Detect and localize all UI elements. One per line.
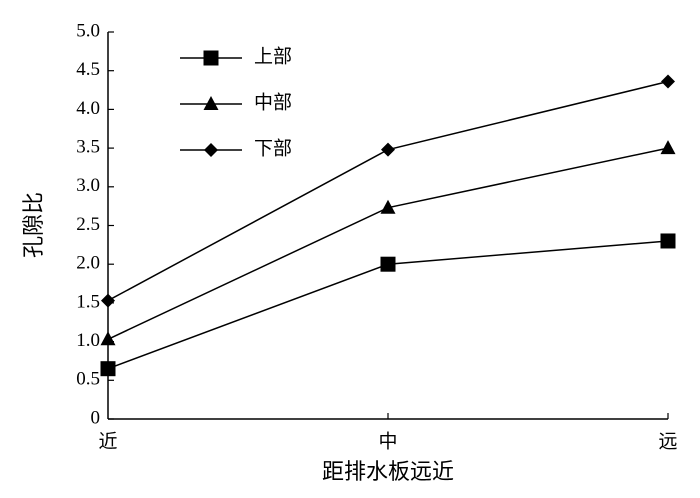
x-tick-label: 中: [378, 430, 397, 452]
y-tick-label: 2.0: [76, 253, 100, 274]
y-tick-label: 3.0: [76, 175, 100, 196]
marker: [660, 140, 676, 155]
marker: [100, 331, 116, 346]
y-axis-title: 孔隙比: [21, 192, 46, 258]
y-tick-label: 5.0: [76, 20, 100, 41]
x-axis-title: 距排水板远近: [322, 459, 454, 484]
marker: [100, 361, 116, 377]
marker: [660, 233, 676, 249]
y-tick-label: 0: [91, 407, 101, 428]
x-tick-label: 远: [658, 431, 677, 452]
marker: [380, 256, 396, 272]
legend-marker: [203, 50, 219, 66]
x-tick-label: 近: [98, 430, 117, 452]
y-tick-label: 1.5: [76, 291, 100, 312]
legend-label: 上部: [254, 45, 292, 67]
legend-marker: [203, 96, 219, 110]
y-tick-label: 4.5: [76, 59, 100, 80]
y-tick-label: 1.0: [76, 330, 100, 351]
marker: [661, 74, 675, 89]
legend-label: 下部: [254, 137, 292, 159]
legend-label: 中部: [254, 91, 292, 113]
y-tick-label: 3.5: [76, 136, 100, 157]
marker: [380, 199, 396, 214]
marker: [101, 293, 115, 308]
y-tick-label: 0.5: [76, 369, 100, 390]
legend-marker: [204, 143, 218, 157]
y-tick-label: 2.5: [76, 214, 100, 235]
marker: [381, 142, 395, 157]
y-tick-label: 4.0: [76, 98, 100, 119]
